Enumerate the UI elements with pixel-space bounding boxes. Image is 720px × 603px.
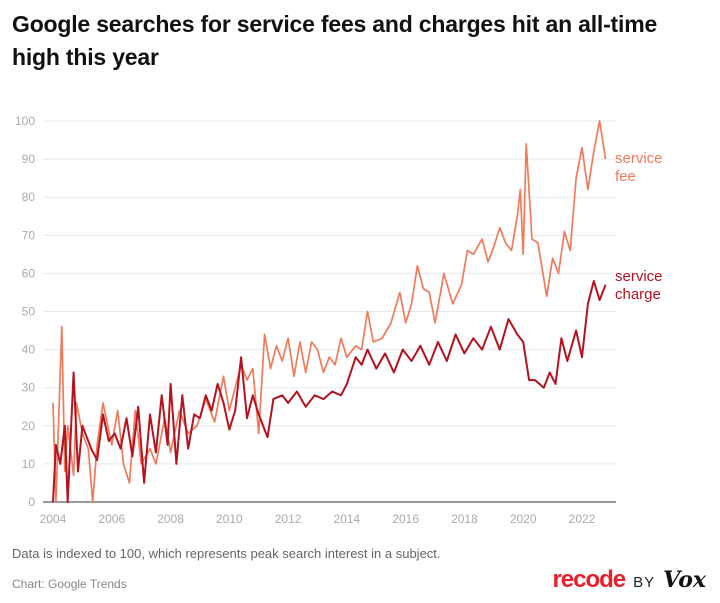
series-line-service-fee — [52, 120, 607, 503]
x-tick-label: 2010 — [216, 512, 243, 526]
vox-logo: Vox — [663, 567, 706, 593]
y-tick-label: 60 — [22, 266, 36, 280]
line-chart: 0 10 20 30 40 50 60 70 80 90 100 2004 2006 2008 2010 20… — [15, 114, 663, 526]
series-line-service-charge — [52, 280, 607, 503]
y-tick-label: 100 — [15, 114, 35, 128]
y-tick-label: 20 — [22, 419, 36, 433]
series-label: service — [615, 150, 663, 167]
y-tick-label: 30 — [22, 381, 36, 395]
x-tick-label: 2008 — [157, 512, 184, 526]
x-tick-label: 2018 — [451, 512, 478, 526]
recode-logo: recode — [552, 566, 626, 593]
x-tick-label: 2012 — [275, 512, 302, 526]
x-tick-label: 2014 — [334, 512, 361, 526]
series-label: charge — [615, 286, 661, 303]
recode-by-vox-logo: recode BY Vox — [552, 566, 706, 594]
y-tick-label: 0 — [28, 495, 35, 509]
y-tick-label: 10 — [22, 457, 36, 471]
y-tick-label: 40 — [22, 343, 36, 357]
footnote: Data is indexed to 100, which represents… — [12, 546, 441, 561]
x-tick-label: 2006 — [98, 512, 125, 526]
logo-by: BY — [633, 574, 656, 591]
series-label: service — [615, 268, 663, 285]
x-tick-label: 2016 — [392, 512, 419, 526]
chart-title: Google searches for service fees and cha… — [12, 11, 658, 70]
y-tick-label: 80 — [22, 190, 36, 204]
y-tick-label: 70 — [22, 228, 36, 242]
y-tick-label: 50 — [22, 305, 36, 319]
series-label: fee — [615, 168, 636, 185]
x-tick-label: 2022 — [569, 512, 596, 526]
y-tick-label: 90 — [22, 152, 36, 166]
x-tick-label: 2020 — [510, 512, 537, 526]
source-credit: Chart: Google Trends — [12, 577, 127, 591]
x-tick-label: 2004 — [40, 512, 67, 526]
